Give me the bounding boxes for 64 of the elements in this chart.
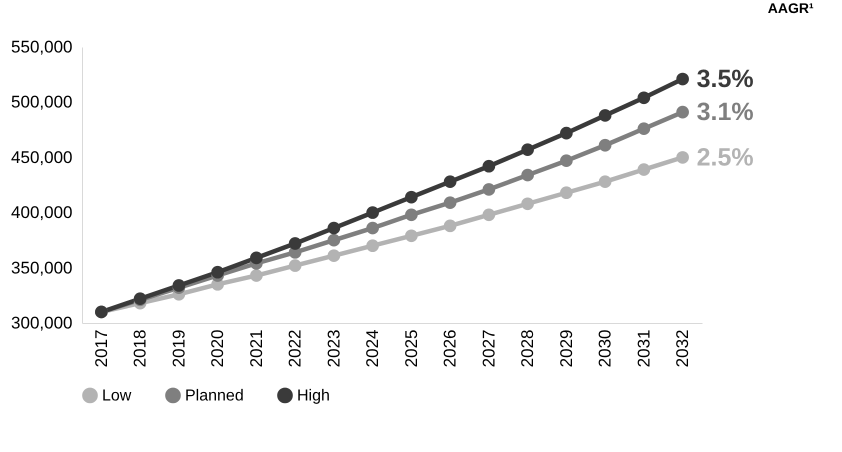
legend-label: High	[297, 387, 330, 404]
point	[444, 196, 456, 209]
point	[521, 143, 534, 156]
point	[638, 163, 650, 176]
point	[676, 106, 689, 118]
point	[328, 249, 340, 262]
x-tick-label: 2022	[286, 330, 305, 368]
x-tick-label: 2025	[402, 330, 421, 368]
point	[598, 109, 612, 122]
point	[444, 175, 456, 188]
point	[521, 168, 534, 182]
y-tick-label: 450,000	[11, 148, 72, 167]
x-tick-label: 2028	[518, 330, 538, 368]
point	[598, 138, 612, 152]
x-tick-label: 2019	[169, 330, 188, 368]
x-tick-label: 2027	[479, 330, 498, 368]
x-tick-label: 2026	[440, 330, 460, 368]
legend-label: Planned	[185, 387, 244, 404]
annotation: 3.1%	[696, 98, 754, 126]
point	[521, 197, 534, 210]
y-tick-label: 350,000	[11, 258, 72, 278]
point	[482, 183, 496, 196]
y-tick-label: 500,000	[11, 92, 72, 112]
point	[560, 186, 573, 200]
x-tick-label: 2020	[208, 330, 228, 368]
legend-label: Low	[102, 387, 132, 404]
point	[366, 222, 379, 234]
text: AAGR¹	[768, 0, 814, 16]
point	[676, 151, 689, 164]
point	[405, 229, 418, 242]
point	[444, 220, 456, 232]
y-tick-label: 300,000	[11, 314, 72, 332]
annotation: 2.5%	[696, 143, 754, 172]
point	[328, 222, 340, 234]
point	[211, 266, 224, 279]
annotation: 3.5%	[696, 65, 754, 94]
y-tick-label: 550,000	[11, 38, 72, 56]
point	[288, 237, 302, 250]
x-tick-label: 2021	[246, 330, 266, 368]
point	[560, 126, 573, 140]
point	[638, 91, 650, 104]
x-tick-label: 2032	[673, 330, 692, 368]
point	[638, 122, 650, 136]
point	[366, 239, 379, 252]
x-tick-label: 2030	[596, 330, 615, 368]
y-tick-label: 400,000	[11, 203, 72, 222]
point	[560, 154, 573, 168]
point	[328, 234, 340, 247]
point	[676, 72, 689, 86]
point	[405, 190, 418, 204]
x-tick-label: 2017	[92, 330, 111, 368]
point	[366, 206, 379, 219]
point	[250, 269, 263, 282]
point	[250, 252, 263, 264]
x-tick-label: 2018	[130, 330, 150, 368]
point	[288, 259, 302, 272]
x-tick-label: 2024	[363, 330, 382, 368]
point	[598, 175, 612, 188]
x-tick-label: 2029	[556, 330, 576, 368]
point	[405, 208, 418, 222]
point	[482, 208, 496, 222]
point	[482, 160, 496, 173]
x-tick-label: 2031	[634, 330, 654, 368]
x-tick-label: 2023	[324, 330, 344, 368]
